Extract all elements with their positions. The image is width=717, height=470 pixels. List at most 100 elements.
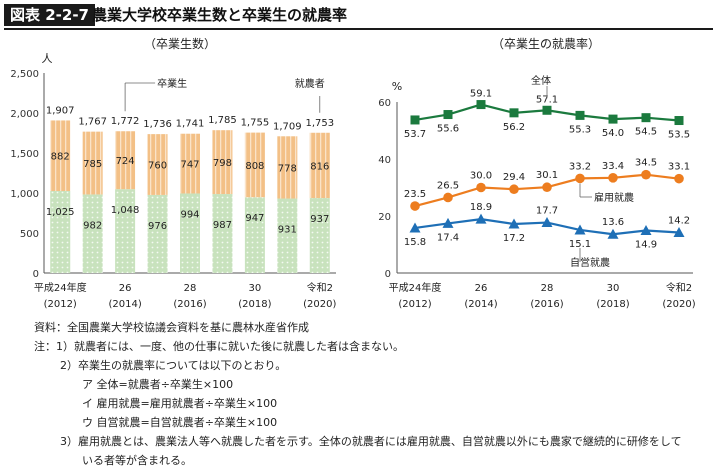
right-x-tick-year: (2012) bbox=[398, 299, 431, 310]
farmers-series-label: 就農者 bbox=[295, 77, 325, 90]
bar-farmers bbox=[82, 131, 103, 195]
bar-nonfarmers-label: 937 bbox=[310, 214, 329, 225]
bar-total-label: 1,709 bbox=[273, 121, 302, 132]
right-y-tick-label: 60 bbox=[378, 98, 391, 109]
point-employed bbox=[476, 182, 486, 193]
point-overall bbox=[410, 115, 420, 125]
point-overall bbox=[542, 105, 552, 115]
note-3-cont: いる者等が含まれる。 bbox=[82, 454, 192, 467]
left-y-unit: 人 bbox=[42, 52, 53, 65]
point-employed bbox=[575, 173, 585, 184]
employed-series-label: 雇用就農 bbox=[594, 191, 634, 204]
point-label-overall: 53.5 bbox=[668, 130, 690, 141]
bar-nonfarmers-label: 976 bbox=[148, 221, 167, 232]
bar-farmers-label: 808 bbox=[245, 161, 264, 172]
point-overall bbox=[443, 110, 453, 120]
point-employed bbox=[641, 169, 651, 180]
figure-header: 図表 2-2-7 農業大学校卒業生数と卒業生の就農率 bbox=[0, 0, 717, 30]
note-2b: イ 雇用就農=雇用就農者÷卒業生×100 bbox=[82, 397, 278, 410]
right-chart-title: （卒業生の就農率） bbox=[492, 36, 600, 51]
right-x-tick-year: (2016) bbox=[530, 299, 563, 310]
bar-nonfarmers-label: 1,048 bbox=[111, 205, 140, 216]
point-self bbox=[442, 217, 454, 228]
left-x-tick-year: (2016) bbox=[173, 299, 206, 310]
right-x-tick-year: (2018) bbox=[596, 299, 629, 310]
bar-total-label: 1,785 bbox=[208, 115, 237, 126]
left-y-tick-label: 500 bbox=[20, 229, 39, 240]
left-chart-title: （卒業生数） bbox=[144, 36, 216, 51]
bar-nonfarmers bbox=[147, 194, 168, 273]
right-x-tick-label: 26 bbox=[475, 283, 488, 294]
bar-nonfarmers-label: 982 bbox=[83, 220, 102, 231]
bar-farmers-label: 798 bbox=[213, 158, 232, 169]
bar-nonfarmers-label: 994 bbox=[180, 209, 199, 220]
bar-nonfarmers bbox=[180, 193, 200, 273]
bar-farmers bbox=[115, 131, 136, 190]
bar-farmers-label: 724 bbox=[116, 156, 135, 167]
point-label-self: 18.9 bbox=[470, 202, 492, 213]
point-label-overall: 53.7 bbox=[404, 129, 426, 140]
bar-farmers bbox=[50, 120, 71, 191]
right-y-tick-label: 20 bbox=[378, 212, 391, 223]
figure-title: 農業大学校卒業生数と卒業生の就農率 bbox=[92, 6, 348, 24]
bar-farmers bbox=[180, 133, 200, 194]
right-x-tick-label: 28 bbox=[541, 283, 554, 294]
bar-total-label: 1,755 bbox=[241, 118, 270, 129]
bar-farmers-label: 785 bbox=[83, 159, 102, 170]
bar-farmers-label: 760 bbox=[148, 161, 167, 172]
total-series-label: 卒業生 bbox=[157, 77, 187, 90]
point-self bbox=[640, 225, 652, 236]
point-label-self: 15.8 bbox=[404, 237, 426, 248]
left-x-tick-year: (2018) bbox=[238, 299, 271, 310]
point-self bbox=[409, 222, 421, 233]
point-employed bbox=[443, 192, 453, 203]
right-line-chart: 0 20 40 60 平成24年度 (2012) 26 (2014) 28 (2016) 30 (20… bbox=[378, 74, 695, 310]
bar-farmers bbox=[147, 134, 168, 195]
point-employed bbox=[410, 201, 420, 211]
right-y-tick-label: 40 bbox=[378, 155, 391, 166]
bar-farmers-label: 747 bbox=[180, 160, 199, 171]
right-y-tick-label: 0 bbox=[385, 269, 391, 280]
point-label-self: 14.2 bbox=[668, 216, 690, 227]
left-x-tick-year: (2014) bbox=[108, 299, 141, 310]
bar-farmers-label: 778 bbox=[278, 163, 297, 174]
left-bar-chart: 0 500 1,000 1,500 2,000 2,500 1,025 882 1,907 平成2… bbox=[10, 69, 336, 310]
point-label-overall: 56.2 bbox=[503, 122, 525, 133]
note-3: 3）雇用就農とは、農業法人等へ就農した者を示す。全体の就農者には雇用就農、自営就… bbox=[60, 435, 682, 448]
point-label-employed: 30.1 bbox=[536, 170, 558, 181]
left-y-tick-label: 2,000 bbox=[10, 109, 39, 120]
left-x-tick-year: (2020) bbox=[303, 299, 336, 310]
bar-nonfarmers bbox=[82, 194, 103, 273]
source-note: 資料：全国農業大学校協議会資料を基に農林水産省作成 bbox=[34, 321, 309, 334]
bar-nonfarmers-label: 947 bbox=[245, 213, 264, 224]
bar-farmers bbox=[309, 132, 330, 199]
right-x-tick-label: 令和2 bbox=[666, 281, 692, 294]
point-label-overall: 54.5 bbox=[635, 127, 657, 138]
point-employed bbox=[674, 173, 684, 184]
point-self bbox=[673, 227, 685, 238]
point-overall bbox=[608, 114, 618, 124]
note-1: 注：1）就農者には、一度、他の仕事に就いた後に就農した者は含まない。 bbox=[34, 340, 404, 353]
point-employed bbox=[542, 182, 552, 193]
bar-farmers-label: 816 bbox=[310, 161, 329, 172]
bar-nonfarmers bbox=[212, 194, 233, 273]
point-label-employed: 26.5 bbox=[437, 180, 459, 191]
bar-total-label: 1,736 bbox=[143, 119, 172, 130]
point-label-employed: 34.5 bbox=[635, 158, 657, 169]
figure-number: 図表 2-2-7 bbox=[4, 4, 95, 26]
bar-nonfarmers-label: 987 bbox=[213, 220, 232, 231]
header-rule bbox=[4, 28, 713, 30]
overall-series-label: 全体 bbox=[531, 74, 551, 87]
bar-farmers bbox=[277, 136, 298, 199]
note-2a: ア 全体=就農者÷卒業生×100 bbox=[82, 378, 234, 391]
point-employed bbox=[509, 184, 519, 195]
point-label-overall: 57.1 bbox=[536, 94, 558, 105]
point-label-self: 17.2 bbox=[503, 233, 525, 244]
bar-total-label: 1,907 bbox=[46, 105, 75, 116]
right-x-tick-label: 平成24年度 bbox=[389, 281, 442, 294]
charts-canvas: （卒業生数） 人 0 500 1,000 1,500 2,000 2,500 1,025 88… bbox=[10, 36, 695, 310]
point-overall bbox=[509, 108, 519, 118]
bar-farmers-label: 882 bbox=[51, 152, 70, 163]
point-self bbox=[508, 218, 520, 229]
point-label-self: 13.6 bbox=[602, 217, 624, 228]
